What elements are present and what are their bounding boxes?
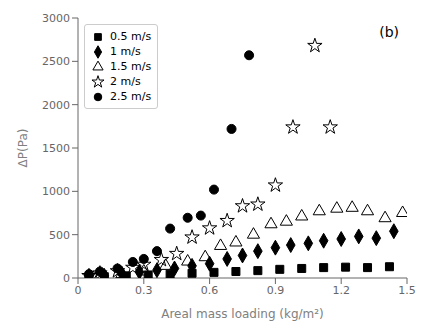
svg-text:0.6: 0.6 xyxy=(201,284,219,297)
svg-text:500: 500 xyxy=(49,229,70,242)
svg-text:2000: 2000 xyxy=(42,99,70,112)
html-text:1 m/s: 1 m/s xyxy=(110,45,141,58)
html-text:0.5 m/s: 0.5 m/s xyxy=(110,30,152,43)
svg-text:0.9: 0.9 xyxy=(267,284,285,297)
svg-text:1.2: 1.2 xyxy=(332,284,350,297)
svg-text:0: 0 xyxy=(75,284,82,297)
svg-text:1000: 1000 xyxy=(42,185,70,198)
html-text:(b): (b) xyxy=(379,24,399,40)
svg-text:0.3: 0.3 xyxy=(135,284,153,297)
svg-text:Areal mass loading (kg/m²): Areal mass loading (kg/m²) xyxy=(161,307,324,321)
svg-text:2500: 2500 xyxy=(42,55,70,68)
svg-text:ΔP(Pa): ΔP(Pa) xyxy=(16,129,30,168)
svg-text:1500: 1500 xyxy=(42,142,70,155)
html-text:2 m/s: 2 m/s xyxy=(110,75,141,88)
svg-text:0: 0 xyxy=(63,272,70,285)
html-text:1.5 m/s: 1.5 m/s xyxy=(110,60,152,73)
svg-text:3000: 3000 xyxy=(42,12,70,25)
svg-text:1.5: 1.5 xyxy=(398,284,416,297)
html-text:2.5 m/s: 2.5 m/s xyxy=(110,90,152,103)
